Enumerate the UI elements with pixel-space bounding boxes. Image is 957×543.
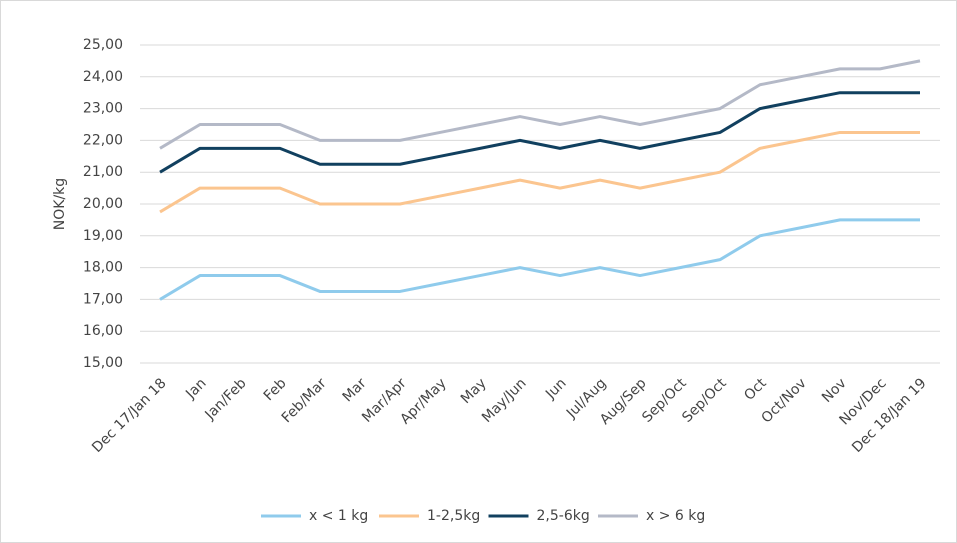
y-tick-label: 21,00 bbox=[83, 164, 123, 180]
y-tick-label: 22,00 bbox=[83, 132, 123, 148]
y-tick-label: 15,00 bbox=[83, 355, 123, 371]
legend-label: 2,5-6kg bbox=[537, 508, 590, 524]
legend-label: x < 1 kg bbox=[309, 508, 368, 524]
y-tick-label: 23,00 bbox=[83, 101, 123, 117]
y-tick-label: 16,00 bbox=[83, 323, 123, 339]
y-tick-label: 24,00 bbox=[83, 69, 123, 85]
chart: NOK/kg 15,00 16,00 17,00 18,00 19,00 20,00 21,… bbox=[0, 0, 957, 543]
chart-border bbox=[1, 1, 957, 543]
y-axis-label: NOK/kg bbox=[52, 178, 68, 230]
y-tick-label: 25,00 bbox=[83, 37, 123, 53]
y-tick-label: 17,00 bbox=[83, 291, 123, 307]
y-tick-label: 19,00 bbox=[83, 228, 123, 244]
legend-label: 1-2,5kg bbox=[427, 508, 480, 524]
y-tick-label: 20,00 bbox=[83, 196, 123, 212]
y-tick-label: 18,00 bbox=[83, 260, 123, 276]
legend-label: x > 6 kg bbox=[646, 508, 705, 524]
